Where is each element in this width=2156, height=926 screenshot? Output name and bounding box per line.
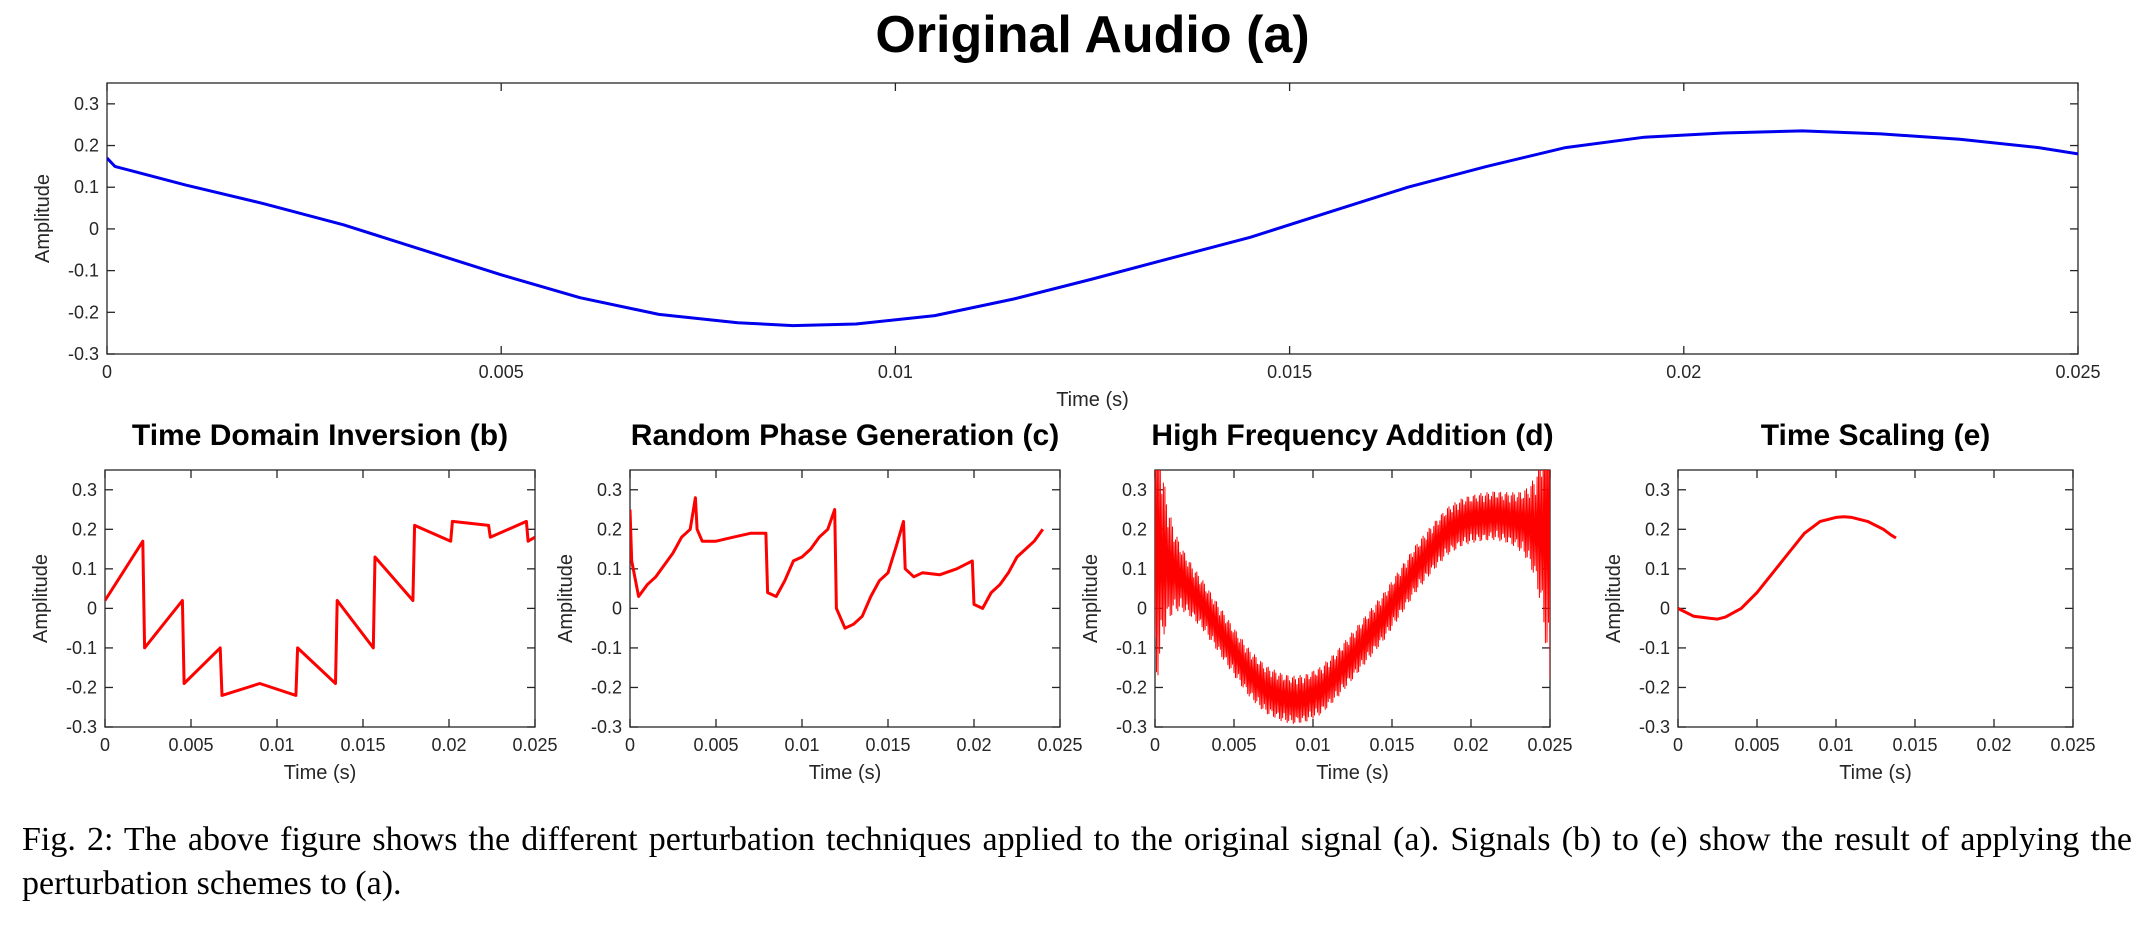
y-tick-label: 0.1: [1122, 559, 1147, 579]
figure-canvas: Original Audio (a) 0 0.005 0.01 0.015 0.02 0.0…: [30, 6, 2101, 784]
x-axis-label: Time (s): [284, 762, 357, 784]
y-tick-label: 0: [89, 219, 99, 239]
series-line: [105, 519, 535, 697]
x-tick-label: 0: [100, 735, 110, 755]
chart-b: Time Domain Inversion (b) 0 0.005 0.01 0.015…: [30, 419, 558, 784]
y-tick-label: 0.2: [1122, 519, 1147, 539]
y-tick-label: -0.3: [68, 344, 99, 364]
x-tick-label: 0.02: [431, 735, 466, 755]
y-tick-label: -0.3: [1639, 717, 1670, 737]
x-tick-label: 0.005: [168, 735, 213, 755]
x-tick-label: 0.01: [878, 362, 913, 382]
chart-a: Original Audio (a) 0 0.005 0.01 0.015 0.02 0.0…: [32, 6, 2101, 411]
y-tick-label: 0.1: [74, 177, 99, 197]
y-tick-label: -0.3: [591, 717, 622, 737]
x-tick-label: 0.01: [1818, 735, 1853, 755]
y-tick-label: 0.1: [1645, 559, 1670, 579]
y-axis-label: Amplitude: [32, 174, 54, 263]
plot-area: [1154, 469, 1551, 728]
plot-area: [1677, 469, 2074, 728]
y-axis-label: Amplitude: [1603, 554, 1625, 643]
x-tick-label: 0.015: [1369, 735, 1414, 755]
y-tick-label: -0.2: [68, 302, 99, 322]
x-axis-label: Time (s): [809, 762, 882, 784]
x-tick-label: 0.025: [1527, 735, 1572, 755]
y-tick-label: 0.1: [597, 559, 622, 579]
y-axis-label: Amplitude: [30, 554, 52, 643]
x-tick-label: 0.02: [1453, 735, 1488, 755]
y-tick-label: -0.1: [1116, 638, 1147, 658]
x-tick-label: 0.01: [1295, 735, 1330, 755]
x-tick-label: 0.025: [2055, 362, 2100, 382]
y-tick-label: 0: [1660, 598, 1670, 618]
figure-caption: Fig. 2: The above figure shows the diffe…: [22, 821, 2132, 902]
x-tick-label: 0.02: [956, 735, 991, 755]
chart-title: Random Phase Generation (c): [631, 419, 1059, 452]
y-tick-label: -0.1: [68, 261, 99, 281]
series-line: [1155, 470, 1550, 724]
y-axis-label: Amplitude: [555, 554, 577, 643]
chart-c: Random Phase Generation (c) 0 0.005 0.01 0.0…: [555, 419, 1083, 784]
series-line: [630, 496, 1045, 630]
plot-area: [629, 469, 1061, 728]
y-tick-label: 0.2: [1645, 519, 1670, 539]
x-tick-label: 0: [625, 735, 635, 755]
y-tick-label: 0.3: [1645, 480, 1670, 500]
y-tick-label: -0.2: [66, 677, 97, 697]
chart-d: High Frequency Addition (d) 0 0.005 0.01 0.0…: [1080, 419, 1573, 784]
x-tick-label: 0.005: [693, 735, 738, 755]
x-tick-label: 0.01: [784, 735, 819, 755]
y-tick-label: 0: [1137, 598, 1147, 618]
y-tick-label: 0.2: [74, 136, 99, 156]
x-tick-label: 0.015: [340, 735, 385, 755]
x-axis-label: Time (s): [1316, 762, 1389, 784]
x-tick-label: 0.005: [1734, 735, 1779, 755]
x-tick-label: 0.02: [1976, 735, 2011, 755]
y-tick-label: 0: [612, 598, 622, 618]
series-line: [1678, 515, 1897, 621]
x-tick-label: 0.005: [1211, 735, 1256, 755]
x-tick-label: 0.015: [1892, 735, 1937, 755]
chart-title: Original Audio (a): [875, 6, 1309, 64]
y-tick-label: -0.3: [1116, 717, 1147, 737]
y-tick-label: 0.2: [597, 519, 622, 539]
series-line: [107, 129, 2078, 328]
chart-e: Time Scaling (e) 0 0.005 0.01 0.015 0.02 0.025…: [1603, 419, 2096, 784]
y-tick-label: -0.2: [591, 677, 622, 697]
y-tick-label: -0.1: [66, 638, 97, 658]
x-tick-label: 0: [1150, 735, 1160, 755]
x-tick-label: 0.025: [2050, 735, 2095, 755]
plot-area: [104, 469, 536, 728]
chart-title: Time Domain Inversion (b): [132, 419, 508, 452]
y-tick-label: -0.1: [1639, 638, 1670, 658]
x-tick-label: 0.005: [479, 362, 524, 382]
x-tick-label: 0.02: [1666, 362, 1701, 382]
y-tick-label: 0.2: [72, 519, 97, 539]
x-tick-label: 0.025: [512, 735, 557, 755]
x-tick-label: 0.015: [1267, 362, 1312, 382]
x-tick-label: 0.025: [1037, 735, 1082, 755]
chart-title: High Frequency Addition (d): [1151, 419, 1553, 452]
x-tick-label: 0: [102, 362, 112, 382]
y-tick-label: -0.3: [66, 717, 97, 737]
chart-title: Time Scaling (e): [1761, 419, 1991, 452]
y-tick-label: 0.3: [74, 94, 99, 114]
y-tick-label: 0.3: [72, 480, 97, 500]
x-tick-label: 0: [1673, 735, 1683, 755]
y-tick-label: 0: [87, 598, 97, 618]
plot-area: [106, 82, 2079, 355]
y-tick-label: 0.1: [72, 559, 97, 579]
y-tick-label: -0.1: [591, 638, 622, 658]
y-axis-label: Amplitude: [1080, 554, 1102, 643]
y-tick-label: 0.3: [1122, 480, 1147, 500]
x-axis-label: Time (s): [1839, 762, 1912, 784]
y-tick-label: 0.3: [597, 480, 622, 500]
y-tick-label: -0.2: [1639, 677, 1670, 697]
x-axis-label: Time (s): [1056, 389, 1129, 411]
x-tick-label: 0.01: [259, 735, 294, 755]
y-tick-label: -0.2: [1116, 677, 1147, 697]
x-tick-label: 0.015: [865, 735, 910, 755]
